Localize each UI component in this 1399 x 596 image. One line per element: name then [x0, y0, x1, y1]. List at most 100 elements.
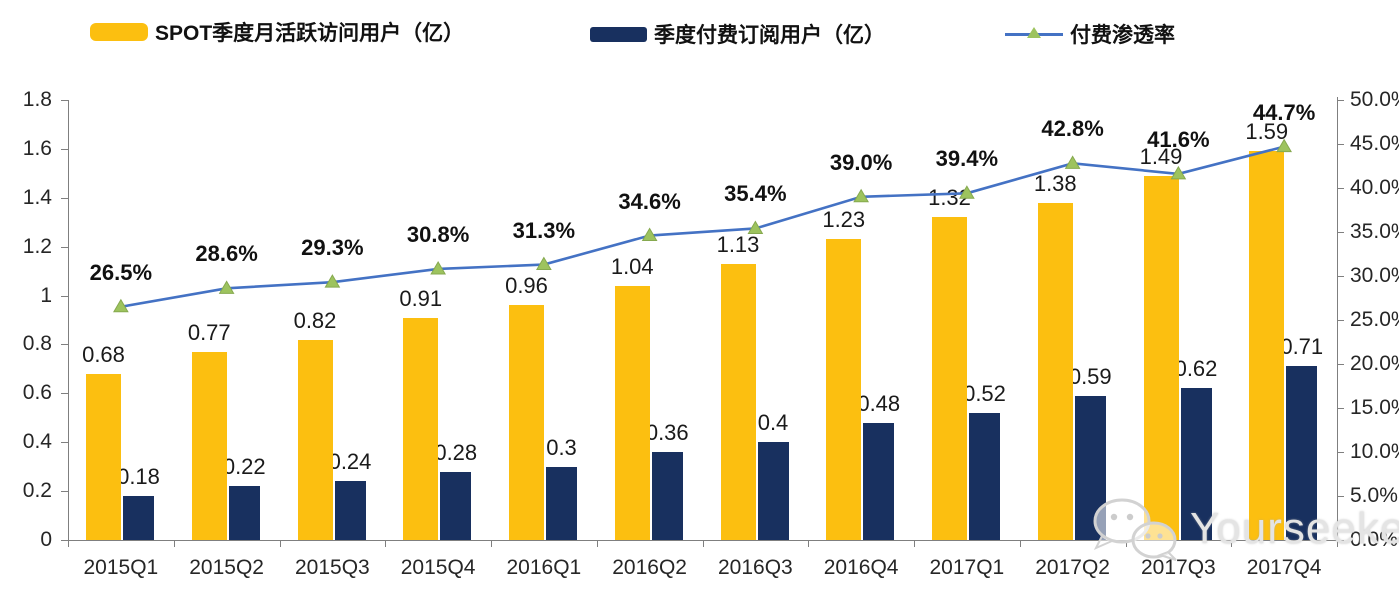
y-axis-left-label: 0: [40, 528, 52, 551]
penetration-value-label: 39.0%: [829, 149, 893, 175]
penetration-value-label: 42.8%: [1041, 116, 1104, 142]
y-axis-left-tick: [61, 246, 68, 248]
x-axis-label: 2017Q2: [1035, 556, 1110, 579]
mau-bar-value-label: 0.96: [505, 273, 548, 299]
y-axis-right-tick: [1337, 100, 1344, 101]
penetration-value-label: 44.7%: [1252, 99, 1316, 125]
mau-bar: [1249, 151, 1285, 540]
mau-bar-value-label: 1.23: [822, 207, 866, 233]
penetration-line-path: [120, 145, 1285, 309]
x-axis-tick: [385, 540, 387, 547]
y-axis-right-tick: [1337, 452, 1344, 453]
x-axis-label: 2017Q4: [1246, 556, 1322, 579]
x-axis-tick: [1019, 540, 1021, 547]
x-axis-label: 2017Q1: [929, 556, 1005, 579]
penetration-value-label: 39.4%: [935, 146, 999, 172]
legend-item-penetration: 付费渗透率: [1005, 19, 1175, 49]
x-axis-tick: [1337, 540, 1338, 547]
subscribers-bar-value-label: 0.62: [1174, 356, 1218, 382]
x-axis-label: 2016Q1: [506, 556, 582, 579]
mau-bar: [720, 263, 756, 540]
y-axis-left-tick: [61, 197, 68, 199]
x-axis-label: 2015Q2: [189, 556, 264, 579]
penetration-value-label: 31.3%: [512, 217, 576, 243]
x-axis-label: 2015Q1: [83, 556, 159, 579]
mau-bar-value-label: 0.82: [293, 307, 337, 333]
y-axis-right-tick: [1337, 408, 1344, 409]
y-axis-right-label: 5.0%: [1350, 484, 1398, 507]
y-axis-right-tick: [1337, 188, 1344, 189]
subscribers-bar-value-label: 0.59: [1068, 363, 1112, 389]
y-axis-right-tick: [1337, 144, 1344, 145]
mau-bar: [86, 373, 121, 540]
y-axis-left-tick: [61, 540, 68, 541]
x-axis-tick: [1231, 540, 1233, 547]
y-axis-left-tick: [61, 148, 68, 150]
subscribers-bar: [228, 486, 260, 540]
y-axis-left-label: 1: [40, 283, 52, 307]
y-axis-left-label: 0.4: [22, 430, 52, 454]
subscribers-bar-value-label: 0.4: [757, 410, 789, 436]
mau-legend-swatch: [90, 23, 148, 41]
legend-item-mau: SPOT季度月活跃访问用户（亿）: [90, 17, 464, 47]
penetration-marker: [113, 298, 129, 313]
triangle-marker-icon: [1027, 27, 1041, 38]
y-axis-left-label: 1.4: [22, 185, 52, 209]
mau-bar: [932, 217, 967, 540]
penetration-marker: [218, 280, 235, 294]
subscribers-bar-value-label: 0.24: [328, 449, 372, 475]
subscribers-bar-value-label: 0.71: [1280, 334, 1324, 360]
x-axis-tick: [68, 540, 69, 547]
y-axis-right-label: 10.0%: [1350, 440, 1399, 463]
y-axis-left-tick: [61, 100, 68, 101]
x-axis-tick: [1125, 540, 1127, 547]
wechat-icon: [1093, 498, 1177, 561]
subscribers-legend-swatch: [590, 26, 647, 42]
y-axis-right-label: 0.0%: [1350, 528, 1398, 551]
penetration-marker: [430, 260, 446, 275]
y-axis-left-tick: [61, 442, 68, 444]
subscribers-bar: [757, 442, 789, 540]
y-axis-right-label: 40.0%: [1350, 176, 1399, 199]
mau-bar-value-label: 0.77: [187, 319, 231, 345]
penetration-legend-line: [1005, 24, 1063, 44]
legend-label-mau: SPOT季度月活跃访问用户（亿）: [155, 22, 465, 45]
y-axis-left-line: [68, 100, 69, 541]
mau-bar: [614, 285, 650, 540]
mau-bar-value-label: 1.38: [1033, 170, 1077, 196]
y-axis-right-label: 30.0%: [1350, 264, 1399, 287]
subscribers-bar: [546, 466, 577, 540]
subscribers-bar-value-label: 0.52: [963, 380, 1006, 406]
x-axis-tick: [173, 540, 175, 547]
x-axis-label: 2016Q4: [823, 556, 899, 579]
y-axis-right-tick: [1337, 320, 1344, 321]
x-axis-label: 2016Q3: [718, 556, 793, 579]
x-axis-tick: [914, 540, 915, 547]
penetration-value-label: 29.3%: [301, 235, 364, 261]
y-axis-right-label: 45.0%: [1350, 132, 1399, 155]
penetration-marker: [853, 188, 869, 203]
y-axis-right-label: 15.0%: [1350, 396, 1399, 419]
y-axis-left-label: 0.2: [22, 479, 52, 503]
mau-bar-value-label: 1.04: [610, 253, 654, 279]
penetration-value-label: 41.6%: [1147, 126, 1210, 152]
subscribers-bar-value-label: 0.22: [222, 454, 266, 480]
mau-bar: [297, 339, 333, 540]
mau-bar: [1143, 175, 1179, 540]
y-axis-right-tick: [1337, 496, 1344, 497]
mau-bar-value-label: 1.32: [928, 185, 971, 211]
x-axis-label: 2015Q3: [295, 556, 370, 579]
subscribers-bar-value-label: 0.36: [645, 420, 689, 445]
y-axis-right-tick: [1337, 232, 1344, 233]
y-axis-right-label: 20.0%: [1350, 352, 1399, 375]
subscribers-bar: [440, 471, 472, 540]
y-axis-right-tick: [1337, 276, 1344, 277]
x-axis-label: 2017Q3: [1141, 556, 1216, 579]
x-axis-tick: [702, 540, 704, 547]
mau-bar-value-label: 0.91: [399, 285, 443, 311]
mau-bar: [826, 239, 862, 540]
subscribers-bar: [969, 412, 1000, 540]
x-axis-label: 2016Q2: [612, 556, 687, 579]
x-axis-tick: [491, 540, 492, 547]
